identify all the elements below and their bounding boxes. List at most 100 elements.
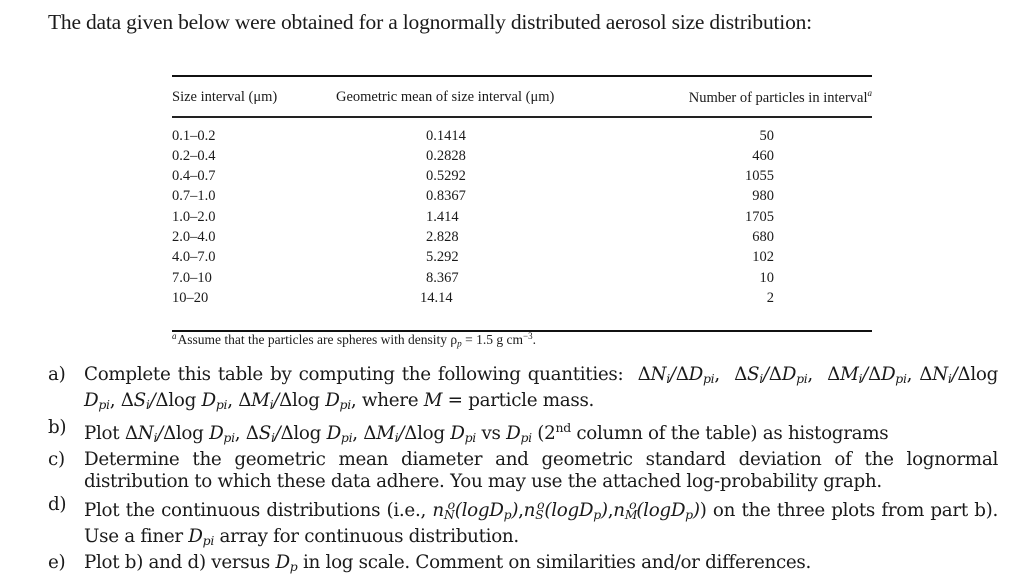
cell-mean: 8.367 <box>426 269 459 286</box>
dS-dDp: ΔSi/ΔDpi <box>734 364 808 387</box>
mass-symbol: M <box>423 390 443 412</box>
footnote-exponent: −3 <box>523 331 533 341</box>
table-header-row: Size interval (μm) Geometric mean of siz… <box>172 77 872 116</box>
question-b-vs: vs <box>475 422 507 444</box>
cell-mean: 5.292 <box>426 249 459 266</box>
dN-dDp: ΔNi/ΔDpi <box>637 364 715 387</box>
cell-count: 2 <box>766 289 774 306</box>
cell-interval: 0.4–0.7 <box>172 168 216 185</box>
question-label: c) <box>48 449 65 471</box>
dS-dlogDp: ΔSi/Δlog Dpi <box>245 422 353 445</box>
table-row: 4.0–7.0 5.292 102 <box>172 247 872 267</box>
size-distribution-table: Size interval (μm) Geometric mean of siz… <box>172 75 872 333</box>
footnote-period: . <box>532 332 536 347</box>
cell-interval: 4.0–7.0 <box>172 249 216 266</box>
question-d: d) Plot the continuous distributions (i.… <box>48 494 998 553</box>
question-b-end: column of the table) as histograms <box>570 422 889 444</box>
cell-count: 1705 <box>745 208 774 225</box>
dM-dDp: ΔMi/ΔDpi <box>827 364 907 387</box>
cell-mean: 2.828 <box>426 228 459 245</box>
cell-mean: 0.1414 <box>426 127 466 144</box>
footnote-value: = 1.5 g cm <box>461 332 523 347</box>
question-label: a) <box>48 364 66 385</box>
cell-mean: 0.2828 <box>426 147 466 164</box>
dM-dlogDp: ΔMi/Δlog Dpi <box>238 390 351 413</box>
cell-count: 1055 <box>745 168 774 185</box>
nS-logDp: nSo(logDp) <box>523 496 608 522</box>
nN-logDp: nNo(logDp) <box>432 496 519 522</box>
cell-mean: 0.5292 <box>426 168 466 185</box>
cell-count: 680 <box>752 228 774 245</box>
table-top-rule <box>172 75 872 77</box>
cell-mean: 0.8367 <box>426 188 466 205</box>
dS-dlogDp: ΔSi/Δlog Dpi <box>120 390 228 413</box>
question-e-end: in log scale. Comment on similarities an… <box>302 552 812 574</box>
cell-mean: 14.14 <box>420 289 453 306</box>
header-number-label: Number of particles in interval <box>688 90 868 106</box>
question-text: Plot the continuous distributions (i.e.,… <box>84 496 998 549</box>
table-row: 0.7–1.0 0.8367 980 <box>172 186 872 206</box>
question-label: d) <box>48 493 67 515</box>
question-e: e) Plot b) and d) versus Dp in log scale… <box>48 552 998 578</box>
intro-text: The data given below were obtained for a… <box>48 10 812 34</box>
table-row: 0.4–0.7 0.5292 1055 <box>172 166 872 186</box>
header-geometric-mean: Geometric mean of size interval (μm) <box>336 89 555 105</box>
footnote-text: Assume that the particles are spheres wi… <box>177 332 458 347</box>
question-a-end: = particle mass. <box>442 390 595 412</box>
table-footnote: aAssume that the particles are spheres w… <box>172 331 536 348</box>
table-bottom-rule <box>172 330 872 333</box>
table-row: 1.0–2.0 1.414 1705 <box>172 207 872 227</box>
table-row: 7.0–10 8.367 10 <box>172 268 872 288</box>
question-b-prefix: Plot <box>84 422 120 444</box>
question-a-line1: Complete this table by computing the fol… <box>84 364 624 385</box>
dN-dlogDp: ΔNi/Δlog Dpi <box>124 422 235 445</box>
cell-interval: 10–20 <box>172 289 209 306</box>
table-row: 2.0–4.0 2.828 680 <box>172 227 872 247</box>
question-text: Determine the geometric mean diameter an… <box>84 449 998 493</box>
question-a-where: , where <box>350 390 419 412</box>
cell-count: 460 <box>752 147 774 164</box>
question-d-end: array for continuous distribution. <box>219 525 520 547</box>
footnote-marker: a <box>867 88 873 98</box>
cell-interval: 1.0–2.0 <box>172 208 216 225</box>
table-row: 0.1–0.2 0.1414 50 <box>172 126 872 146</box>
question-label: e) <box>48 552 66 574</box>
cell-mean: 1.414 <box>426 208 459 225</box>
question-d-suffix: ) on the three plots from part b). Use a… <box>84 499 998 547</box>
Dpi-symbol: Dpi <box>188 525 214 549</box>
nM-logDp: nMo(logDp) <box>613 496 700 522</box>
cell-interval: 0.1–0.2 <box>172 127 216 144</box>
question-text: Plot ΔNi/Δlog Dpi, ΔSi/Δlog Dpi, ΔMi/Δlo… <box>84 419 889 445</box>
cell-interval: 2.0–4.0 <box>172 228 216 245</box>
question-list: a) Complete this table by computing the … <box>48 364 998 579</box>
question-b: b) Plot ΔNi/Δlog Dpi, ΔSi/Δlog Dpi, ΔMi/… <box>48 417 998 449</box>
question-text: Complete this table by computing the fol… <box>84 364 998 413</box>
question-b-colref: (2 <box>531 422 556 444</box>
question-c: c) Determine the geometric mean diameter… <box>48 449 998 494</box>
data-table-body: 0.1–0.2 0.1414 50 0.2–0.4 0.2828 460 0.4… <box>172 126 872 309</box>
cell-interval: 7.0–10 <box>172 269 212 286</box>
rho-subscript: p <box>457 338 462 349</box>
cell-count: 10 <box>759 269 775 286</box>
cell-count: 50 <box>759 127 775 144</box>
dM-dlogDp: ΔMi/Δlog Dpi <box>363 422 476 445</box>
table-header-rule <box>172 116 872 118</box>
Dp-symbol: Dp <box>275 552 298 575</box>
question-text: Plot b) and d) versus Dp in log scale. C… <box>84 552 998 578</box>
data-table: Size interval (μm) Geometric mean of siz… <box>172 77 872 116</box>
cell-interval: 0.2–0.4 <box>172 147 216 164</box>
header-number-of-particles: Number of particles in intervala <box>636 77 872 116</box>
header-size-interval: Size interval (μm) <box>172 89 278 105</box>
table-row: 0.2–0.4 0.2828 460 <box>172 146 872 166</box>
footnote-marker: a <box>172 331 177 341</box>
ordinal-sup: nd <box>555 419 571 435</box>
cell-count: 980 <box>752 188 774 205</box>
cell-interval: 0.7–1.0 <box>172 188 216 205</box>
cell-count: 102 <box>752 249 774 266</box>
question-label: b) <box>48 416 67 438</box>
question-d-prefix: Plot the continuous distributions (i.e., <box>84 499 426 521</box>
table-row: 10–20 14.14 2 <box>172 288 872 308</box>
Dpi-symbol: Dpi <box>506 422 532 445</box>
question-a: a) Complete this table by computing the … <box>48 364 998 417</box>
question-e-prefix: Plot b) and d) versus <box>84 552 270 574</box>
